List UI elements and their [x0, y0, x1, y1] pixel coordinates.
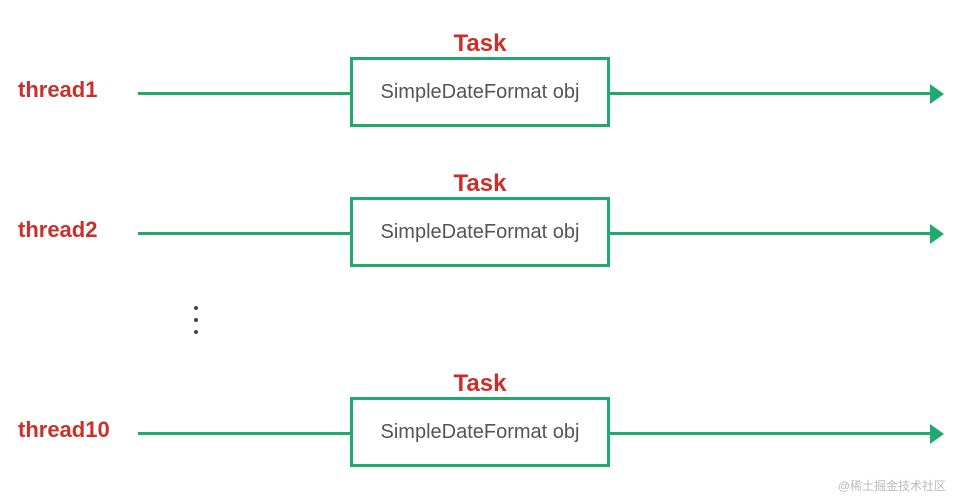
thread-label: thread1 — [18, 77, 97, 103]
thread-label: thread2 — [18, 217, 97, 243]
task-box: SimpleDateFormat obj — [350, 397, 610, 467]
diagram-canvas: thread1SimpleDateFormat objTaskthread2Si… — [0, 0, 956, 500]
ellipsis-icon — [194, 306, 198, 334]
task-label: Task — [350, 370, 610, 398]
arrow-segment-left — [138, 432, 350, 435]
dot — [194, 306, 198, 310]
arrow-head-icon — [930, 224, 944, 244]
dot — [194, 330, 198, 334]
task-label: Task — [350, 170, 610, 198]
task-label: Task — [350, 30, 610, 58]
arrow-segment-right — [610, 92, 930, 95]
thread-label: thread10 — [18, 417, 110, 443]
arrow-segment-right — [610, 232, 930, 235]
watermark-text: @稀土掘金技术社区 — [838, 477, 946, 494]
dot — [194, 318, 198, 322]
task-box: SimpleDateFormat obj — [350, 57, 610, 127]
arrow-segment-left — [138, 232, 350, 235]
task-box: SimpleDateFormat obj — [350, 197, 610, 267]
arrow-segment-right — [610, 432, 930, 435]
arrow-head-icon — [930, 84, 944, 104]
arrow-segment-left — [138, 92, 350, 95]
arrow-head-icon — [930, 424, 944, 444]
